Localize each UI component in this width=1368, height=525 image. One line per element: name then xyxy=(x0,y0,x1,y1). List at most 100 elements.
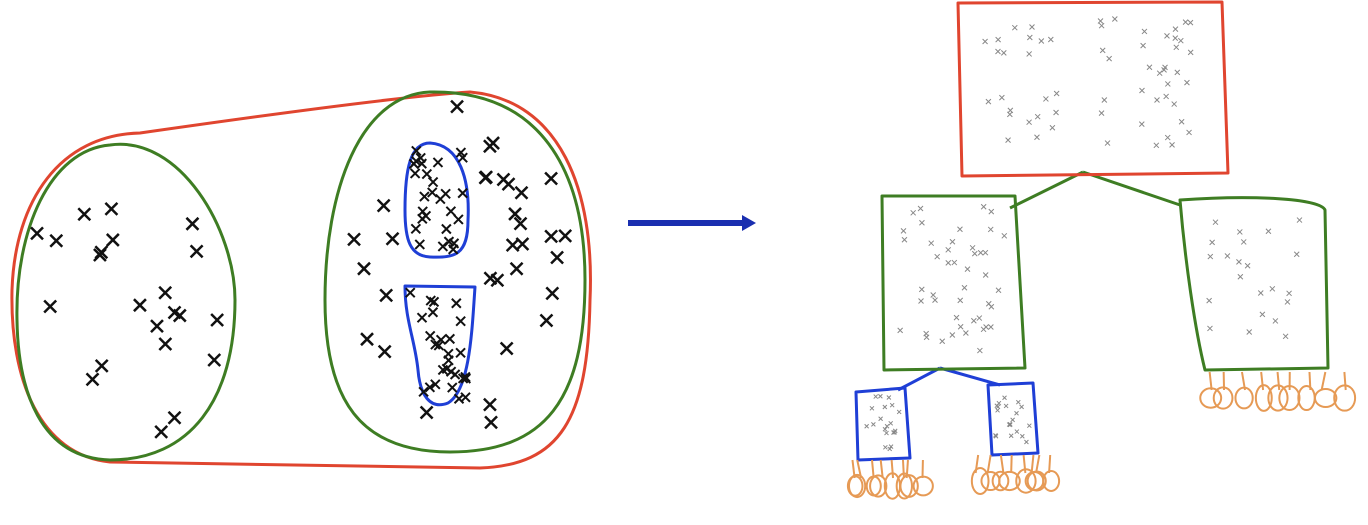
point xyxy=(457,373,469,384)
point xyxy=(1178,118,1185,125)
point xyxy=(887,446,893,452)
point xyxy=(923,334,930,341)
point xyxy=(460,392,471,403)
right-cluster xyxy=(323,90,587,454)
point xyxy=(1172,26,1179,32)
point xyxy=(1244,262,1251,269)
point xyxy=(995,407,1000,413)
point xyxy=(85,372,100,387)
point xyxy=(1014,410,1019,416)
point xyxy=(1259,311,1266,318)
leaf xyxy=(986,454,992,474)
leaf xyxy=(1015,468,1037,494)
leaf xyxy=(1010,454,1013,474)
point xyxy=(189,244,204,259)
point xyxy=(980,203,987,210)
point xyxy=(930,292,937,298)
point xyxy=(445,206,457,217)
point xyxy=(490,273,505,288)
point xyxy=(450,99,464,114)
point xyxy=(1286,290,1292,297)
point xyxy=(513,216,528,231)
point xyxy=(977,249,984,256)
leaf xyxy=(869,474,888,498)
point xyxy=(154,425,169,439)
point xyxy=(900,228,907,234)
point xyxy=(1282,333,1289,340)
leaf xyxy=(890,459,895,479)
point xyxy=(1001,232,1008,239)
point xyxy=(987,226,994,233)
point xyxy=(949,332,956,338)
point xyxy=(1272,318,1279,324)
point xyxy=(514,185,529,200)
point xyxy=(878,416,883,422)
point xyxy=(379,288,394,303)
root-node xyxy=(956,0,1230,178)
point xyxy=(447,244,459,255)
point xyxy=(1010,417,1015,423)
leaf xyxy=(1260,371,1265,391)
point xyxy=(1186,129,1192,136)
point xyxy=(910,209,917,216)
leaf xyxy=(970,467,990,495)
point xyxy=(878,393,883,399)
point xyxy=(357,261,371,276)
point xyxy=(999,94,1005,101)
point xyxy=(873,394,879,399)
point xyxy=(441,223,452,235)
point xyxy=(1164,134,1171,141)
point xyxy=(1140,42,1146,49)
point xyxy=(1003,403,1009,409)
point xyxy=(1034,113,1041,120)
point xyxy=(1029,24,1035,30)
point xyxy=(419,405,434,420)
point xyxy=(1139,87,1145,94)
point xyxy=(185,216,200,231)
point xyxy=(1174,69,1181,76)
point xyxy=(104,201,119,216)
point xyxy=(1011,24,1018,31)
point xyxy=(508,207,522,221)
leaf xyxy=(1048,454,1052,474)
leaf xyxy=(1035,454,1041,474)
point xyxy=(1246,329,1253,335)
point xyxy=(444,333,456,345)
point xyxy=(1026,51,1033,57)
point xyxy=(558,228,573,243)
point xyxy=(1224,253,1231,259)
arrow-head xyxy=(742,215,756,231)
point xyxy=(889,402,895,408)
point xyxy=(988,208,995,215)
point xyxy=(94,359,109,373)
point xyxy=(416,312,428,323)
point xyxy=(544,171,558,186)
point xyxy=(945,246,952,253)
point xyxy=(961,284,968,291)
point xyxy=(1163,93,1170,100)
point xyxy=(971,250,978,257)
point xyxy=(539,313,554,328)
point xyxy=(1156,70,1163,77)
point xyxy=(897,327,904,334)
point xyxy=(901,236,908,243)
point xyxy=(1008,433,1014,439)
point xyxy=(934,253,941,260)
point xyxy=(1164,81,1171,87)
point xyxy=(928,240,935,247)
point xyxy=(418,386,429,398)
leaf xyxy=(1208,371,1213,391)
point xyxy=(982,249,989,256)
point xyxy=(105,233,120,247)
point xyxy=(1146,64,1153,71)
leaf xyxy=(865,475,882,497)
point xyxy=(1154,97,1160,103)
point xyxy=(544,229,559,244)
point xyxy=(405,287,416,298)
point xyxy=(1014,429,1020,434)
point xyxy=(172,308,187,323)
point xyxy=(432,157,444,168)
point xyxy=(939,338,946,345)
point xyxy=(1187,49,1194,56)
point xyxy=(424,330,436,342)
